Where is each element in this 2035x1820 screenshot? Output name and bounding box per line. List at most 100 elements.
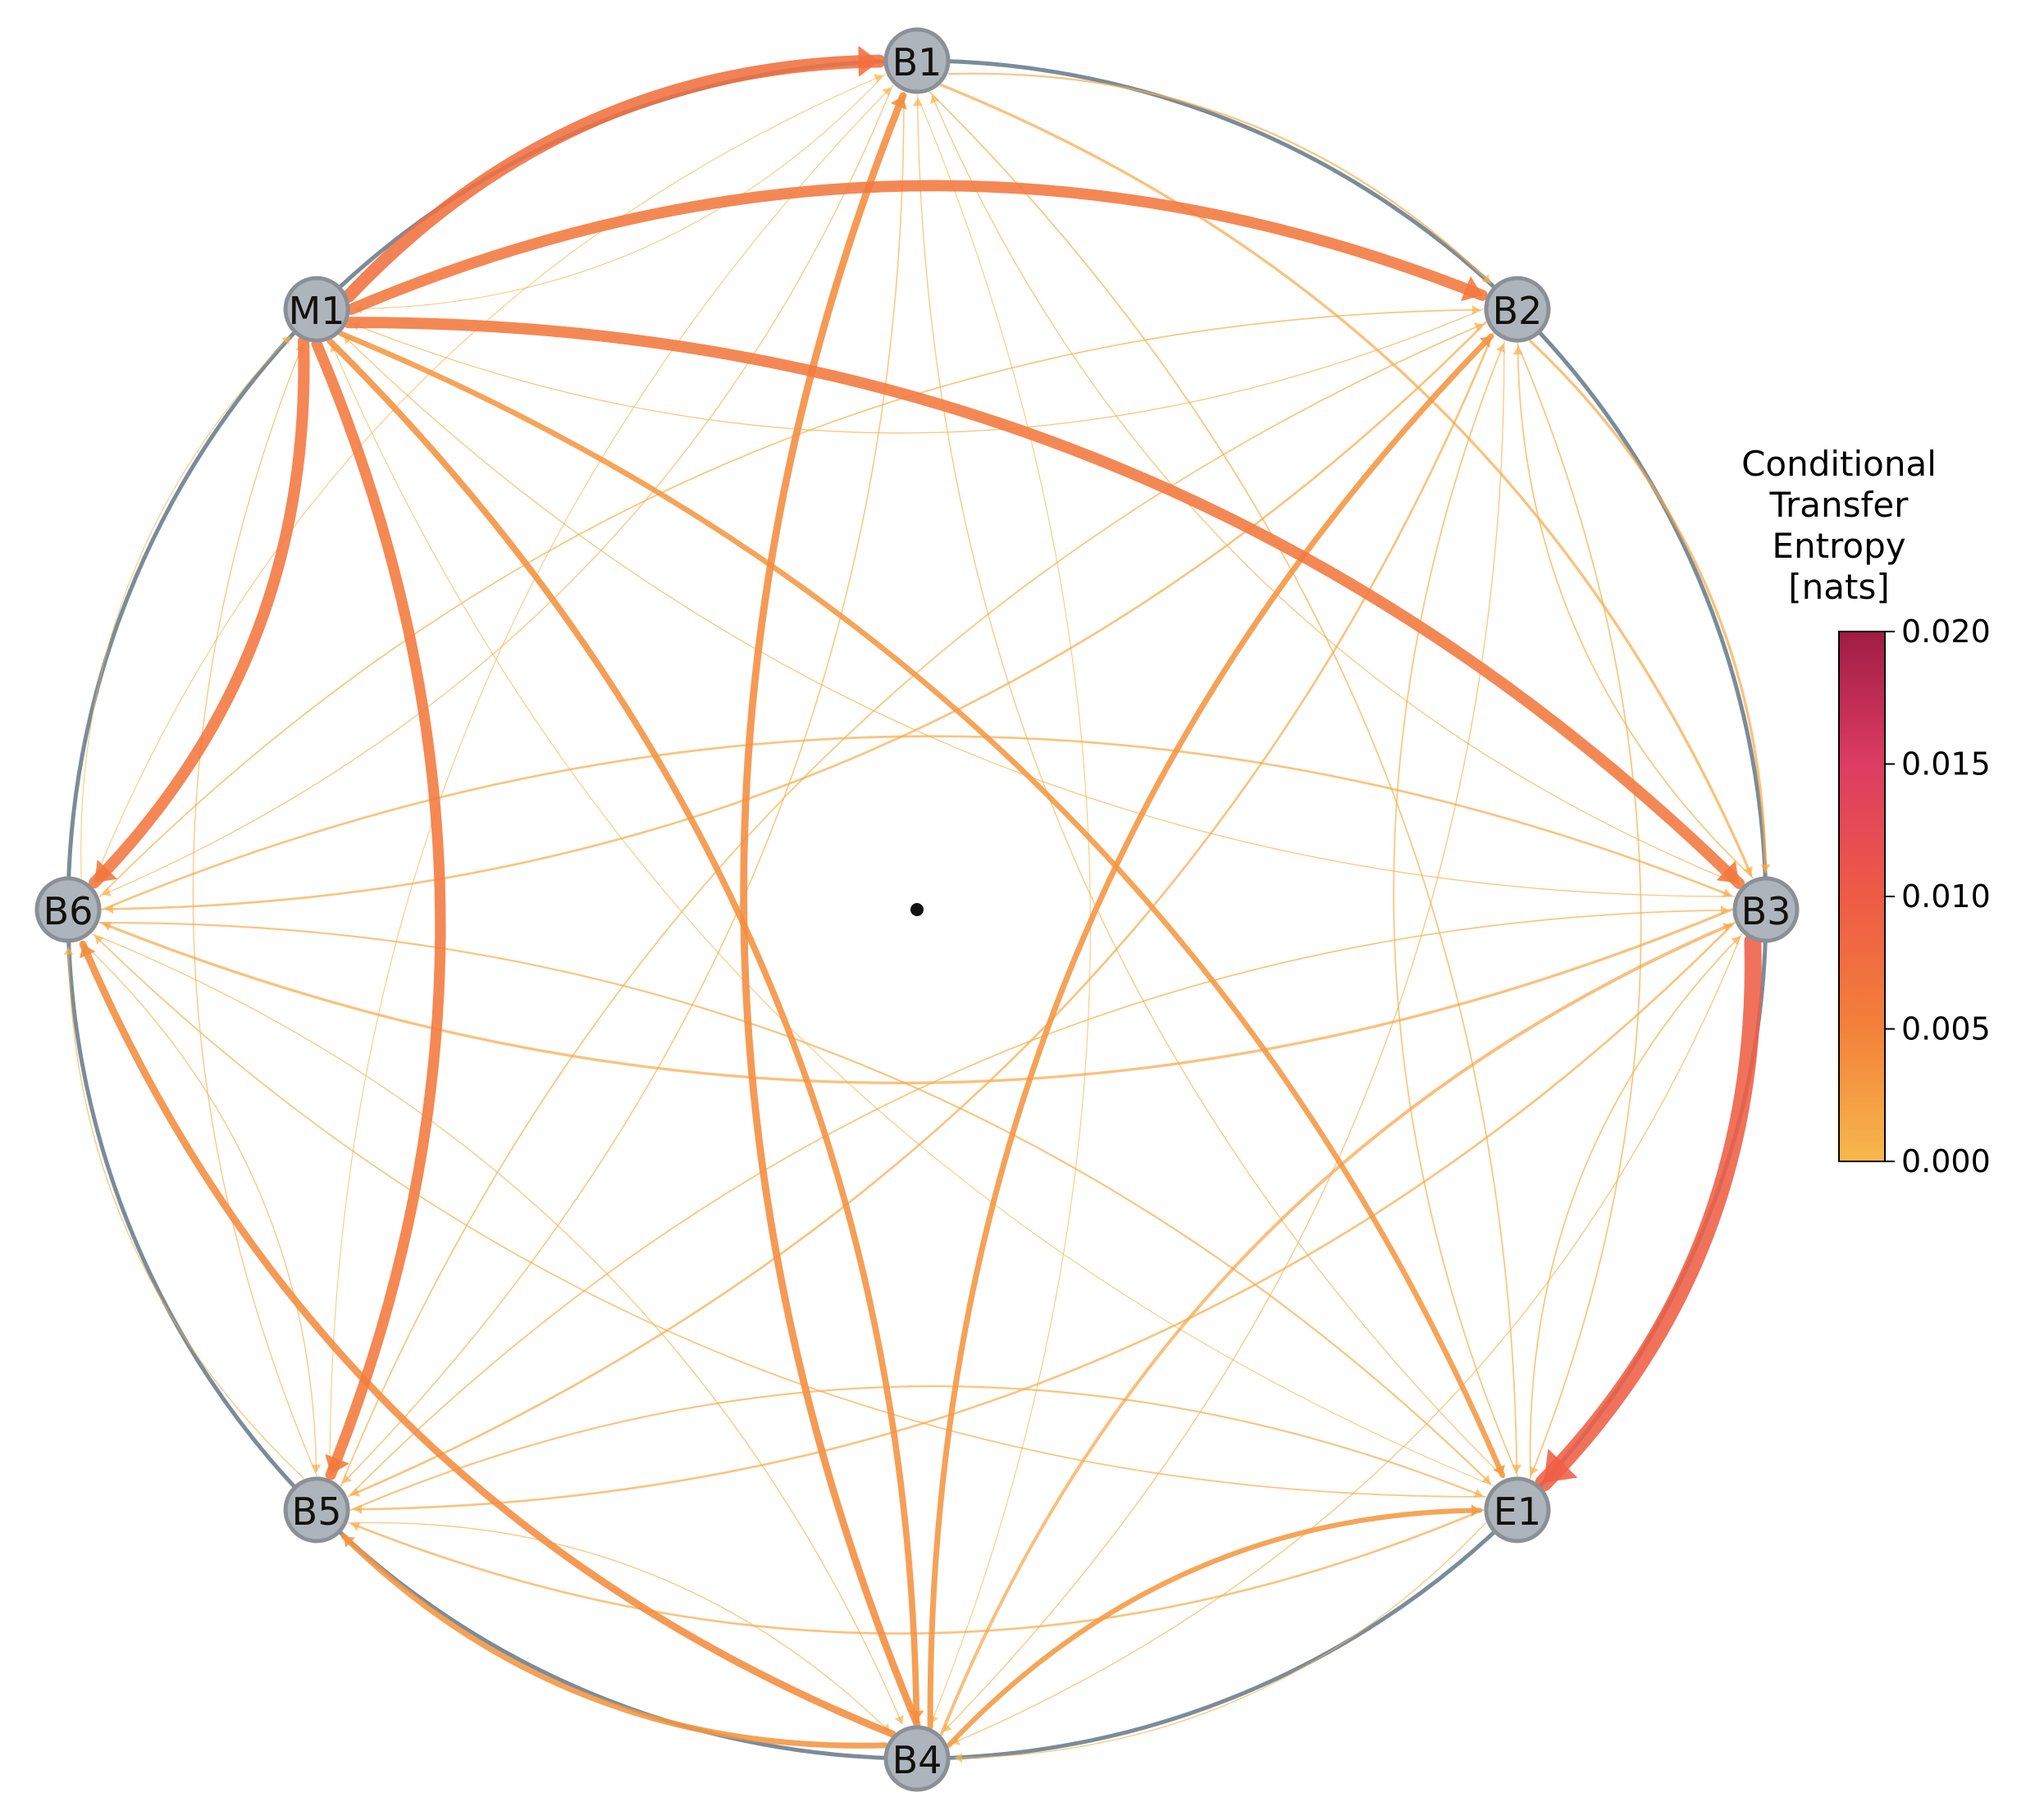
edge-b6-to-b1 [92,75,883,886]
arrowhead-b6-to-b3 [1722,888,1732,898]
node-label-b6: B6 [43,889,94,933]
edge-b1-to-e1 [929,91,1518,1473]
edge-b4-to-b1 [740,92,921,1728]
node-label-b4: B4 [892,1738,942,1782]
arrowhead-b3-to-b6 [103,921,112,931]
node-b1 [883,27,951,94]
edge-e1-to-b5 [350,1508,1485,1635]
arrowhead-e1-to-b4 [955,1753,963,1763]
node-b2 [1484,276,1551,343]
arrowhead-b4-to-b6 [80,944,96,959]
node-label-b1: B1 [892,40,942,84]
edge-b1-to-b3 [940,84,1753,877]
edge-m1-to-b1 [341,54,886,303]
arrowhead-b1-to-b6 [103,887,112,896]
node-label-b5: B5 [292,1489,342,1534]
edge-b4-to-b3 [939,923,1733,1736]
edge-b2-to-b4 [942,340,1505,1732]
edge-b4-to-b2 [927,333,1494,1730]
edge-b5-to-b4 [348,1521,891,1733]
edge-b4-to-e1 [946,1508,1482,1748]
arrowhead-b5-to-b6 [63,947,74,956]
edge-b1-to-m1 [354,73,886,310]
arrowhead-m1-to-b6 [94,860,117,883]
edge-m1-to-e1 [338,331,1505,1478]
arrowhead-b3-to-b1 [930,95,940,104]
node-m1 [283,276,350,343]
edge-m1-to-b2 [345,180,1488,315]
arrowhead-b6-to-b4 [894,1715,904,1724]
arrowhead-b3-to-b5 [354,1504,363,1515]
edge-b2-to-b3 [1529,340,1768,874]
edge-e1-to-b4 [954,1522,1486,1759]
colorbar-tick-label: 0.020 [1901,614,1991,650]
colorbar-tick-label: 0.005 [1901,1011,1991,1047]
arrowhead-m1-to-b3 [1716,860,1740,883]
edge-b1-to-b2 [947,72,1491,285]
arrowhead-b4-to-b5 [344,1536,355,1548]
edge-b2-to-e1 [1517,343,1642,1476]
colorbar-tick-label: 0.000 [1901,1143,1991,1179]
node-e1 [1484,1476,1551,1544]
edge-m1-to-b5 [311,338,446,1480]
edge-b3-to-b2 [1517,346,1754,879]
arrowhead-e1-to-b5 [351,1521,361,1531]
edge-e1-to-b2 [1393,344,1518,1476]
edge-b5-to-b3 [348,909,1729,1498]
arrowhead-b4-to-e1 [1471,1504,1480,1517]
edge-b4-to-b5 [340,1533,888,1749]
arrowhead-e1-to-b1 [912,98,923,107]
edge-b5-to-b1 [329,87,892,1479]
edge-b5-to-b2 [340,323,1484,1487]
edge-e1-to-b1 [916,98,1505,1479]
edge-b6-to-e1 [98,921,1491,1485]
colorbar: Conditional Transfer Entropy [nats] 0.00… [1741,444,1991,1179]
arrowhead-b3-to-b2 [1513,347,1523,355]
edge-e1-to-b6 [94,935,1486,1498]
node-b3 [1732,876,1800,943]
arrowhead-b2-to-e1 [1529,1466,1539,1476]
colorbar-tick-label: 0.010 [1901,878,1991,915]
edge-b4-to-b6 [79,940,897,1738]
colorbar-tick-label: 0.015 [1901,746,1991,782]
node-b5 [283,1476,350,1544]
arrowhead-e1-to-b2 [1495,344,1505,354]
node-label-m1: M1 [289,289,345,333]
edge-b3-to-b6 [102,908,1733,1084]
arrowhead-m1-to-b5 [325,1453,349,1476]
colorbar-title-line-2: Transfer [1769,485,1910,525]
edge-e1-to-b3 [1529,936,1741,1479]
edge-b5-to-b6 [67,946,304,1479]
edge-m1-to-b4 [326,338,920,1724]
arrowhead-b6-to-b5 [311,1464,322,1472]
colorbar-title-line-4: [nats] [1788,567,1889,607]
edge-b3-to-b1 [931,94,1742,886]
edge-b6-to-b3 [101,735,1732,911]
edge-b3-to-b5 [353,921,1736,1511]
edge-e1-to-m1 [331,343,1494,1486]
arrowhead-b6-to-b1 [874,74,883,84]
edge-m1-to-b6 [89,335,310,889]
edge-b5-to-m1 [192,344,317,1476]
edge-b2-to-m1 [351,308,1484,434]
edge-layer [63,45,1771,1763]
edge-b6-to-b4 [92,933,903,1725]
node-layer: B1 B2 B3 E1 B4 B5 B6 M1 [34,27,1800,1792]
arrowhead-b4-to-b3 [1722,923,1732,933]
node-label-b2: B2 [1492,289,1542,333]
arrowhead-b6-to-b2 [1471,304,1480,315]
edge-b2-to-b6 [104,321,1487,910]
arrowhead-b2-to-b5 [351,1487,361,1497]
edge-b1-to-b6 [102,84,893,896]
node-label-e1: E1 [1494,1489,1541,1534]
edge-b1-to-b5 [342,92,905,1484]
arrowhead-b5-to-e1 [1473,1488,1483,1498]
arrowhead-b4-to-b2 [1479,336,1491,348]
node-b4 [883,1725,951,1792]
edge-b3-to-b4 [951,933,1742,1745]
arrowhead-m1-to-b1 [858,45,879,77]
colorbar-ticks: 0.000 0.005 0.010 0.015 0.020 [1885,614,1991,1179]
edge-b5-to-e1 [350,1384,1484,1511]
arrowhead-b6-to-m1 [281,336,290,345]
arrowhead-e1-to-b3 [1731,936,1740,946]
